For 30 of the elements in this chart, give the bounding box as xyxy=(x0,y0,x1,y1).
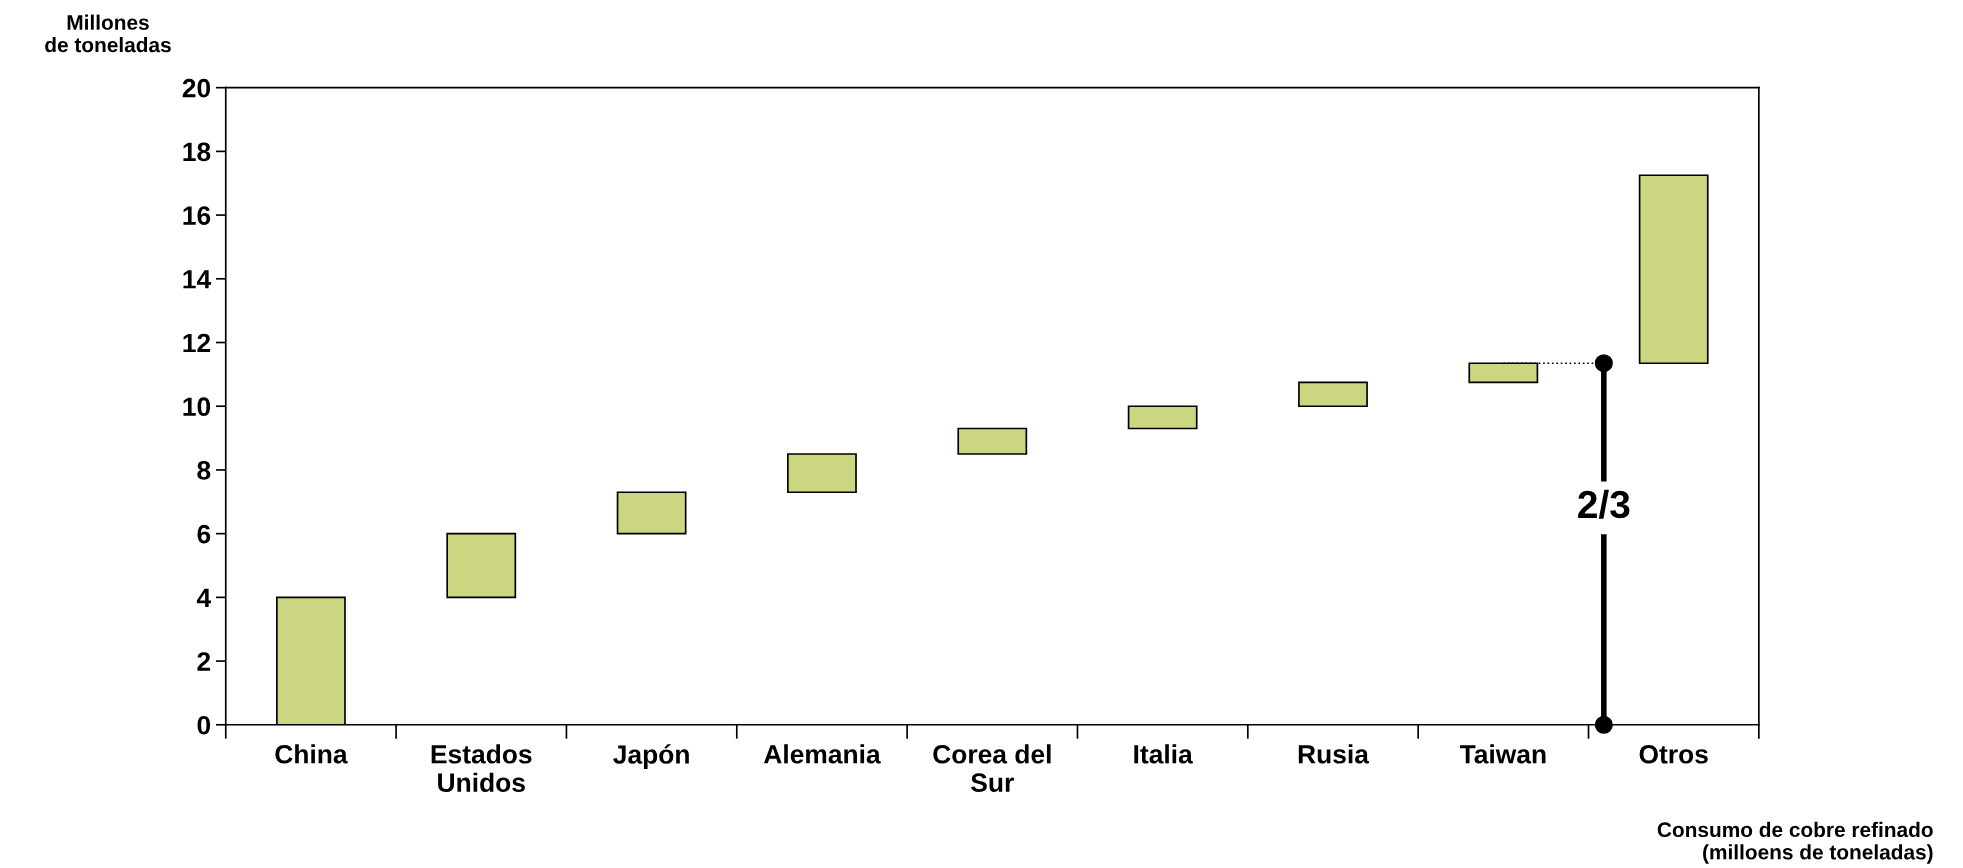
x-tick-label: Japón xyxy=(613,744,689,770)
y-tick-label: 16 xyxy=(183,206,211,225)
y-tick-label: 2 xyxy=(197,652,211,671)
annotation: 2/3 xyxy=(1578,489,1630,519)
x-tick-label: Taiwan xyxy=(1459,744,1546,764)
bar xyxy=(616,491,687,535)
bar xyxy=(446,532,517,599)
y-tick-label: 12 xyxy=(183,333,211,353)
x-tick-label: China xyxy=(275,744,348,764)
x-tick-label: Corea del Sur xyxy=(933,744,1051,793)
y-tick-label: 14 xyxy=(183,270,212,289)
y-tick-label: 0 xyxy=(197,715,211,735)
x-tick-label: Estados Unidos xyxy=(431,744,532,793)
x-tick-label: Rusia xyxy=(1298,744,1370,764)
y-tick-label: 10 xyxy=(183,397,211,417)
y-tick-label: 6 xyxy=(197,524,211,544)
x-tick-label: Italia xyxy=(1134,744,1193,764)
y-tick-label: 4 xyxy=(196,588,212,607)
x-tick-label: Otros xyxy=(1639,744,1708,764)
x-tick-label: Alemania xyxy=(763,744,881,764)
y-axis-title: Millones de toneladas xyxy=(45,14,171,53)
text: Consumo de cobre refinado (milloens de toneladas) xyxy=(1657,821,1933,864)
bar xyxy=(1127,405,1198,430)
bar xyxy=(1638,174,1709,365)
y-tick-label: 8 xyxy=(197,461,211,480)
y-tick-label: 18 xyxy=(183,142,211,162)
bar xyxy=(1298,381,1368,408)
y-tick-label: 20 xyxy=(182,78,211,98)
bar xyxy=(957,427,1028,455)
bar xyxy=(787,453,857,494)
